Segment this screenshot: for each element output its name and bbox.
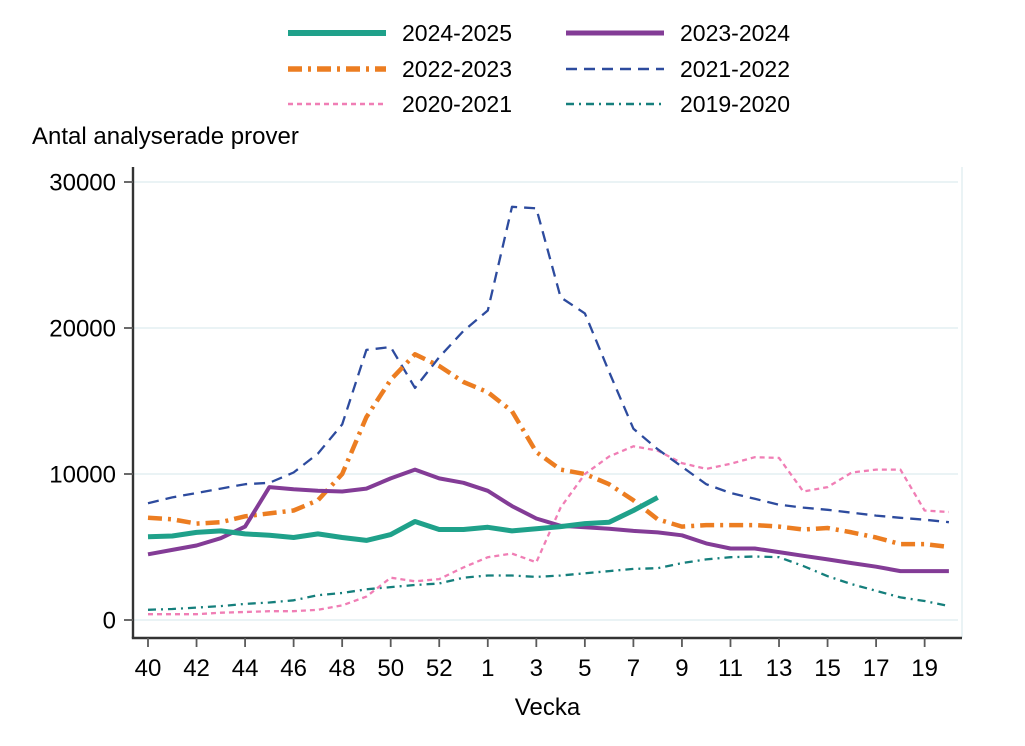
x-tick-label: 13	[766, 655, 793, 682]
x-tick-label: 52	[426, 655, 453, 682]
x-tick-label: 7	[627, 655, 640, 682]
legend-label-2022-2023: 2022-2023	[402, 56, 512, 82]
x-tick-label: 11	[718, 655, 743, 682]
legend-swatch-2024-2025-icon	[288, 30, 386, 36]
legend-item-2022-2023: 2022-2023	[287, 55, 512, 83]
x-tick-label: 9	[675, 655, 688, 682]
legend-item-2019-2020: 2019-2020	[565, 90, 790, 118]
x-tick-label: 5	[578, 655, 591, 682]
x-tick-label: 15	[814, 655, 841, 682]
x-axis-title: Vecka	[514, 694, 581, 721]
x-tick-label: 1	[481, 655, 494, 682]
x-tick-label: 50	[377, 655, 404, 682]
x-tick-label: 44	[232, 655, 259, 682]
x-tick-label: 17	[863, 655, 890, 682]
legend-label-2019-2020: 2019-2020	[680, 91, 790, 117]
legend-label-2020-2021: 2020-2021	[402, 91, 512, 117]
series-line-2020-2021	[148, 445, 949, 616]
y-tick-label: 10000	[49, 462, 116, 489]
legend-label-2023-2024: 2023-2024	[680, 20, 790, 46]
series-line-2019-2020	[147, 555, 950, 611]
legend: 2024-2025 2023-2024 2022-2023 2021-2022 …	[0, 0, 1025, 120]
series-line-2022-2023	[147, 352, 950, 550]
series-line-2024-2025	[147, 495, 659, 543]
legend-label-2021-2022: 2021-2022	[680, 56, 790, 82]
series-line-2021-2022	[147, 205, 950, 524]
x-tick-label: 46	[280, 655, 307, 682]
legend-item-2023-2024: 2023-2024	[565, 19, 790, 47]
legend-item-2021-2022: 2021-2022	[565, 55, 790, 83]
y-tick-label: 0	[103, 608, 116, 635]
legend-swatch-2019-2020-icon	[566, 102, 664, 106]
y-tick-label: 30000	[49, 170, 116, 197]
legend-swatch-2020-2021-icon	[288, 102, 386, 106]
legend-swatch-2022-2023-icon	[288, 66, 386, 72]
chart-title: Antal analyserade prover	[32, 123, 299, 150]
x-tick-label: 42	[183, 655, 210, 682]
x-tick-label: 3	[530, 655, 543, 682]
x-tick-label: 40	[135, 655, 162, 682]
legend-swatch-2023-2024-icon	[566, 30, 664, 36]
legend-item-2020-2021: 2020-2021	[287, 90, 512, 118]
legend-swatch-2021-2022-icon	[566, 67, 664, 71]
y-tick-label: 20000	[49, 316, 116, 343]
legend-item-2024-2025: 2024-2025	[287, 19, 512, 47]
x-tick-label: 19	[911, 655, 938, 682]
x-tick-label: 48	[329, 655, 356, 682]
legend-label-2024-2025: 2024-2025	[402, 20, 512, 46]
series-line-2023-2024	[147, 467, 949, 574]
